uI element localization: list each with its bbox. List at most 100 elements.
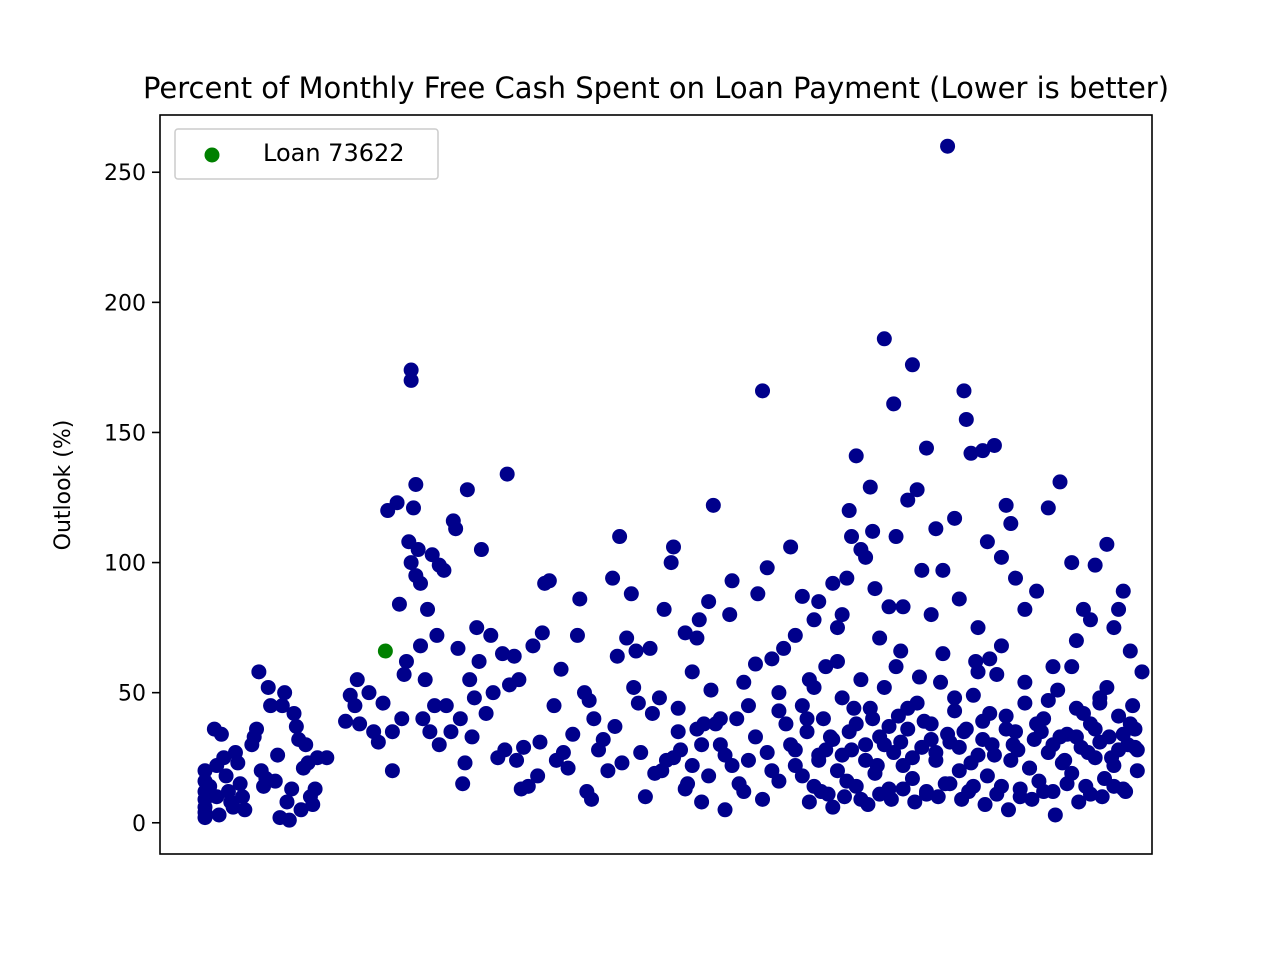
- legend-marker-loan: [204, 147, 220, 163]
- data-point: [218, 768, 234, 784]
- data-point: [993, 638, 1009, 654]
- data-point: [349, 672, 365, 688]
- data-point: [436, 562, 452, 578]
- data-point: [1029, 583, 1045, 599]
- data-point: [619, 630, 635, 646]
- data-point: [485, 685, 501, 701]
- data-point: [565, 726, 581, 742]
- data-point: [750, 586, 766, 602]
- data-point: [213, 726, 229, 742]
- data-point: [232, 776, 248, 792]
- data-point: [666, 539, 681, 555]
- data-point: [701, 594, 717, 610]
- data-point: [722, 607, 738, 623]
- data-point: [1040, 500, 1056, 516]
- data-point: [900, 721, 916, 737]
- data-point: [1104, 750, 1120, 766]
- data-point: [740, 698, 756, 714]
- data-point: [532, 734, 548, 750]
- data-point: [413, 638, 429, 654]
- data-point: [670, 700, 686, 716]
- data-point: [1017, 695, 1033, 711]
- plot-frame: [159, 114, 1153, 855]
- data-point: [1111, 708, 1127, 724]
- data-point: [989, 786, 1005, 802]
- data-point: [288, 718, 304, 734]
- data-point: [530, 768, 546, 784]
- data-point: [839, 570, 855, 586]
- data-point: [965, 778, 981, 794]
- data-point: [462, 672, 478, 688]
- data-point: [904, 357, 920, 373]
- data-point: [361, 685, 377, 701]
- data-point: [352, 716, 368, 732]
- data-point: [422, 724, 438, 740]
- data-point: [935, 646, 951, 662]
- data-point: [787, 742, 803, 758]
- data-point: [1017, 601, 1033, 617]
- data-point: [907, 794, 923, 810]
- data-point: [951, 763, 967, 779]
- data-point: [724, 573, 740, 589]
- data-point: [822, 729, 838, 745]
- data-point: [534, 625, 550, 641]
- data-point: [947, 690, 963, 706]
- data-point: [277, 685, 293, 701]
- data-point: [872, 786, 888, 802]
- data-point: [483, 627, 499, 643]
- data-point: [764, 651, 780, 667]
- data-point: [413, 575, 429, 591]
- data-point: [787, 627, 803, 643]
- data-point: [1017, 674, 1033, 690]
- y-tick-label: 250: [104, 161, 146, 186]
- data-point: [865, 523, 881, 539]
- data-point: [731, 776, 747, 792]
- data-point: [270, 747, 286, 763]
- data-point: [834, 607, 850, 623]
- data-point: [1050, 682, 1066, 698]
- data-point: [429, 627, 445, 643]
- y-axis-label: Outlook (%): [51, 420, 76, 551]
- data-point: [305, 797, 321, 813]
- data-point: [860, 797, 876, 813]
- data-point: [740, 752, 756, 768]
- data-point: [555, 745, 571, 761]
- data-point: [900, 492, 916, 508]
- data-point: [298, 737, 314, 753]
- y-tick-label: 0: [132, 812, 146, 837]
- data-point: [834, 690, 850, 706]
- highlight-layer: [377, 643, 393, 659]
- data-point: [872, 630, 888, 646]
- data-point: [829, 763, 845, 779]
- data-point: [895, 781, 911, 797]
- data-point: [338, 713, 354, 729]
- data-point: [410, 542, 426, 558]
- data-point: [684, 758, 700, 774]
- data-point: [307, 781, 323, 797]
- data-point: [403, 372, 419, 388]
- data-point: [281, 812, 297, 828]
- data-point: [747, 729, 763, 745]
- data-point: [471, 653, 487, 669]
- data-point: [963, 445, 979, 461]
- data-point: [888, 529, 904, 545]
- data-point: [862, 479, 878, 495]
- data-point: [858, 549, 874, 565]
- data-point: [1040, 692, 1056, 708]
- data-point: [249, 721, 265, 737]
- data-point: [403, 362, 419, 378]
- data-point: [694, 794, 710, 810]
- data-point: [197, 763, 213, 779]
- data-point: [853, 672, 869, 688]
- data-point: [509, 752, 525, 768]
- data-point: [654, 763, 670, 779]
- legend-label-loan: Loan 73622: [263, 139, 405, 167]
- data-point: [986, 747, 1002, 763]
- data-point: [928, 745, 944, 761]
- data-point: [759, 560, 775, 576]
- data-point: [403, 555, 419, 571]
- data-point: [755, 383, 771, 399]
- data-point: [799, 711, 815, 727]
- data-point: [923, 732, 939, 748]
- data-point: [630, 695, 646, 711]
